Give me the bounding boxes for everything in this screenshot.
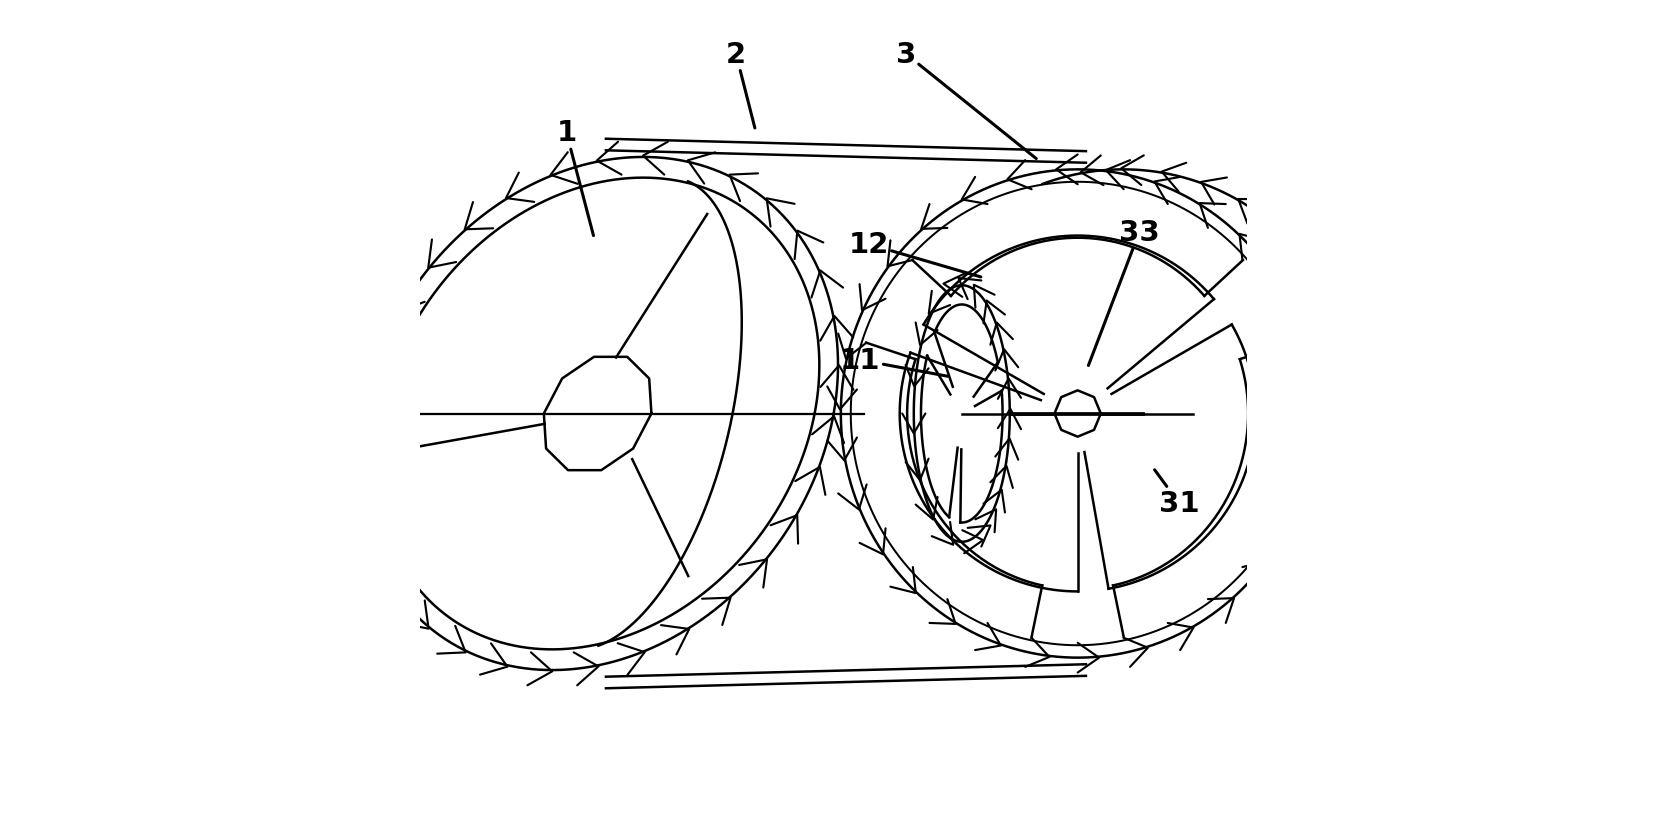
Text: 3: 3 <box>895 41 1037 160</box>
Text: 1: 1 <box>557 119 593 236</box>
Text: 31: 31 <box>1155 470 1199 518</box>
Text: 33: 33 <box>1089 219 1160 366</box>
Text: 11: 11 <box>840 347 949 377</box>
Text: 2: 2 <box>725 41 755 129</box>
Text: 12: 12 <box>849 231 980 277</box>
